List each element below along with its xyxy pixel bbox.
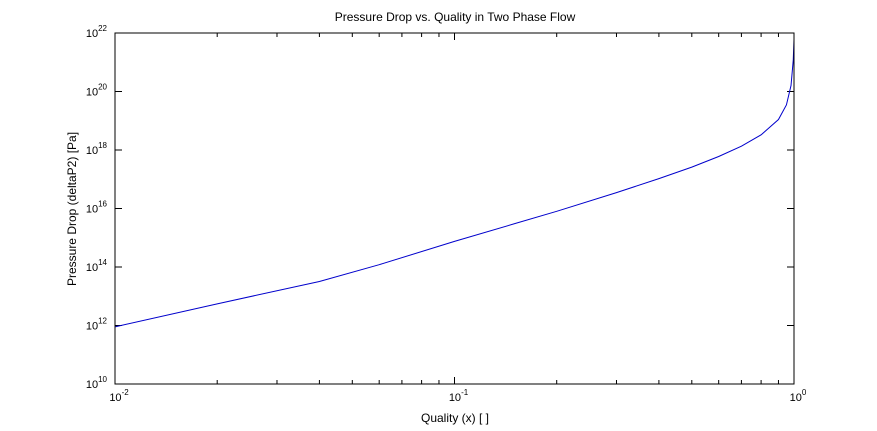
series-line [114, 39, 795, 328]
x-axis-label: Quality (x) [ ] [421, 411, 489, 425]
y-tick-label: 1020 [86, 83, 108, 99]
chart-title: Pressure Drop vs. Quality in Two Phase F… [335, 10, 576, 24]
x-tick-label: 100 [790, 388, 807, 404]
y-tick-label: 1012 [86, 317, 108, 333]
x-tick-label: 10-1 [449, 388, 469, 404]
series [114, 39, 795, 328]
x-tick-label: 10-2 [109, 388, 129, 404]
y-tick-label: 1010 [86, 375, 108, 391]
y-tick-label: 1018 [86, 141, 108, 157]
plot-area [115, 33, 794, 384]
plot-frame [114, 32, 795, 385]
y-tick-label: 1014 [86, 258, 108, 274]
y-tick-label: 1022 [86, 24, 108, 40]
ticks: 10-2 10-1 100 1010 1012 1014 1016 1018 1020 1022 [86, 24, 807, 404]
y-tick-label: 1016 [86, 200, 108, 216]
y-axis-label: Pressure Drop (deltaP2) [Pa] [65, 132, 79, 286]
